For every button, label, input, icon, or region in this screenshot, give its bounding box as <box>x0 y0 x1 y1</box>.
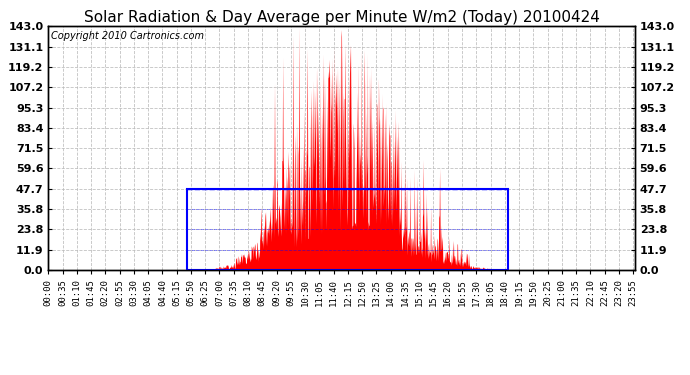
Title: Solar Radiation & Day Average per Minute W/m2 (Today) 20100424: Solar Radiation & Day Average per Minute… <box>83 10 600 25</box>
Text: Copyright 2010 Cartronics.com: Copyright 2010 Cartronics.com <box>51 31 204 41</box>
Bar <box>187 189 508 270</box>
